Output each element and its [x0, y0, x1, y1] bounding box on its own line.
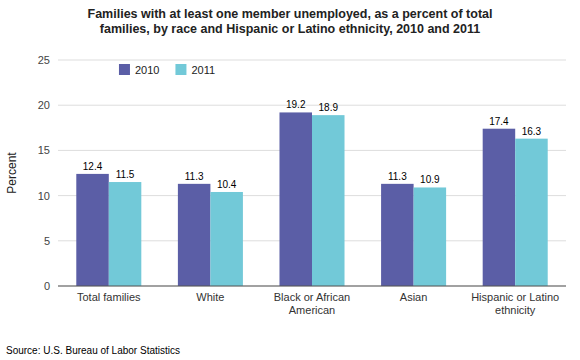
text-line: Hispanic or Latino — [471, 291, 559, 303]
legend: 2010 2011 — [119, 64, 215, 76]
legend-swatch — [175, 64, 186, 75]
x-tick-label: Asian — [400, 291, 428, 303]
text-line: White — [196, 291, 224, 303]
bar — [279, 112, 312, 286]
y-tick-label: 10 — [38, 190, 50, 202]
bar — [515, 139, 548, 286]
text-line: Asian — [400, 291, 428, 303]
data-label: 16.3 — [522, 126, 542, 137]
x-tick-label: Hispanic or Latinoethnicity — [471, 291, 559, 316]
grid-line — [58, 286, 566, 287]
grid-line — [58, 105, 566, 106]
data-label: 18.9 — [319, 102, 339, 113]
y-tick-label: 25 — [38, 54, 50, 66]
grid-line — [58, 60, 566, 61]
x-axis-line — [58, 286, 566, 287]
data-label: 11.5 — [116, 169, 135, 180]
data-label: 11.3 — [185, 171, 204, 182]
page: {"chart_data": {"type": "bar", "title": … — [0, 0, 580, 360]
bar — [483, 129, 516, 286]
y-tick-label: 15 — [38, 144, 50, 156]
text-line: ethnicity — [495, 304, 536, 316]
data-label: 11.3 — [388, 171, 407, 182]
chart-svg: Families with at least one member unempl… — [0, 0, 580, 360]
text-line: Families with at least one member unempl… — [88, 7, 493, 21]
bar — [312, 115, 345, 286]
x-tick-label: Black or AfricanAmerican — [274, 291, 350, 316]
data-label: 12.4 — [83, 161, 103, 172]
legend-label: 2011 — [191, 64, 215, 76]
data-labels: 12.4 11.3 19.2 11.3 17.4 11.5 10.4 18.9 10.9 16.3 — [83, 99, 542, 190]
data-label: 19.2 — [286, 99, 306, 110]
bar — [76, 174, 109, 286]
y-axis-label: Percent — [5, 152, 19, 194]
bar — [381, 184, 414, 286]
text-line: Total families — [77, 291, 141, 303]
text-line: families, by race and Hispanic or Latino… — [100, 22, 481, 36]
legend-label: 2010 — [135, 64, 159, 76]
data-label: 10.9 — [420, 174, 440, 185]
grid — [58, 60, 566, 286]
x-tick-label: Total families — [77, 291, 141, 303]
bar — [109, 182, 142, 286]
annotation: Source: U.S. Bureau of Labor Statistics — [6, 345, 180, 356]
bar — [210, 192, 243, 286]
x-tick-label: White — [196, 291, 224, 303]
y-tick-label: 20 — [38, 99, 50, 111]
text-line: Black or African — [274, 291, 350, 303]
y-tick-label: 0 — [44, 280, 50, 292]
bar — [414, 187, 447, 286]
chart-container: Families with at least one member unempl… — [0, 0, 580, 360]
text-line: American — [289, 304, 335, 316]
y-tick-label: 5 — [44, 235, 50, 247]
title: Families with at least one member unempl… — [88, 7, 493, 36]
bar — [178, 184, 211, 286]
data-label: 17.4 — [489, 116, 509, 127]
legend-swatch — [119, 64, 130, 75]
bars — [76, 112, 547, 286]
data-label: 10.4 — [217, 179, 237, 190]
